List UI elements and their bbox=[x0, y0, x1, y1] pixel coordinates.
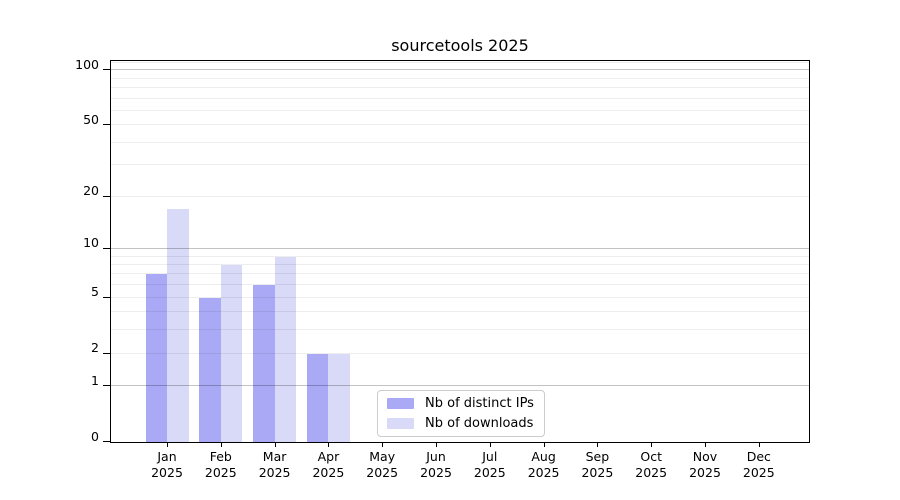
x-tick-label-apr: Apr 2025 bbox=[312, 449, 345, 480]
chart-title: sourcetools 2025 bbox=[391, 36, 529, 55]
gridline-30 bbox=[111, 164, 809, 166]
y-tick-mark-10 bbox=[103, 247, 110, 249]
x-tick-label-aug: Aug 2025 bbox=[527, 449, 560, 480]
gridline-2 bbox=[111, 352, 809, 354]
legend: Nb of distinct IPs Nb of downloads bbox=[377, 390, 545, 437]
ticks-layer: 0 1 2 5 10 20 50 100 Jan 2025 Feb 2025 Mar 2025 Apr 202… bbox=[75, 58, 809, 480]
gridline-60 bbox=[111, 109, 809, 111]
bar-downloads-mar bbox=[274, 256, 297, 442]
y-tick-mark-1 bbox=[103, 385, 110, 387]
x-tick-mark-nov bbox=[705, 442, 706, 447]
x-tick-label-jul: Jul 2025 bbox=[473, 449, 506, 480]
y-tick-label-0: 0 bbox=[91, 428, 99, 444]
x-tick-label-feb: Feb 2025 bbox=[204, 449, 237, 480]
x-tick-label-oct: Oct 2025 bbox=[635, 449, 668, 480]
legend-item-distinct-ips: Nb of distinct IPs bbox=[387, 396, 535, 412]
gridline-1 bbox=[111, 385, 809, 387]
gridline-20 bbox=[111, 195, 809, 197]
x-tick-label-nov: Nov 2025 bbox=[689, 449, 721, 480]
gridline-80 bbox=[111, 86, 809, 88]
gridline-110 bbox=[111, 61, 809, 63]
x-tick-mark-sep bbox=[597, 442, 599, 447]
bar-distinct-ips-jan bbox=[145, 274, 167, 442]
y-tick-mark-20 bbox=[103, 195, 110, 197]
bar-downloads-feb bbox=[220, 264, 243, 442]
y-tick-mark-2 bbox=[103, 352, 110, 354]
x-tick-label-may: May 2025 bbox=[366, 449, 399, 480]
plot-area: 0 1 2 5 10 20 50 100 Jan 2025 Feb 2025 Mar 2025 Apr 202… bbox=[75, 58, 810, 480]
y-tick-mark-5 bbox=[103, 296, 110, 298]
gridline-50 bbox=[111, 124, 809, 126]
gridline-6 bbox=[111, 284, 809, 286]
gridline-9 bbox=[111, 255, 809, 257]
x-tick-mark-dec bbox=[758, 442, 760, 447]
x-tick-mark-oct bbox=[651, 442, 653, 447]
y-tick-mark-50 bbox=[103, 124, 110, 126]
y-tick-label-5: 5 bbox=[91, 284, 99, 300]
legend-label-distinct-ips: Nb of distinct IPs bbox=[425, 396, 534, 411]
y-tick-label-20: 20 bbox=[83, 183, 99, 199]
bars-layer bbox=[111, 61, 809, 442]
bar-downloads-jan bbox=[167, 209, 189, 442]
y-tick-label-1: 1 bbox=[91, 372, 99, 388]
legend-swatch-distinct-ips bbox=[387, 398, 414, 409]
bar-distinct-ips-feb bbox=[199, 297, 221, 442]
gridline-100 bbox=[111, 69, 809, 71]
x-tick-label-mar: Mar 2025 bbox=[258, 449, 291, 480]
gridline-7 bbox=[111, 273, 809, 275]
x-tick-mark-feb bbox=[220, 442, 222, 447]
legend-item-downloads: Nb of downloads bbox=[387, 416, 535, 432]
y-tick-label-50: 50 bbox=[83, 111, 99, 127]
gridline-3 bbox=[111, 329, 809, 331]
x-tick-mark-jan bbox=[167, 442, 168, 447]
gridline-90 bbox=[111, 77, 809, 79]
bar-distinct-ips-mar bbox=[253, 285, 275, 442]
y-tick-label-100: 100 bbox=[75, 56, 99, 72]
bar-downloads-apr bbox=[328, 353, 350, 442]
x-tick-mark-jul bbox=[489, 442, 491, 447]
legend-swatch-downloads bbox=[387, 418, 414, 429]
gridline-70 bbox=[111, 97, 809, 99]
x-tick-label-jan: Jan 2025 bbox=[151, 449, 183, 480]
gridline-4 bbox=[111, 311, 809, 313]
gridline-5 bbox=[111, 296, 809, 298]
gridline-10 bbox=[111, 247, 809, 249]
x-tick-label-sep: Sep 2025 bbox=[581, 449, 614, 480]
gridline-40 bbox=[111, 141, 809, 143]
x-tick-label-dec: Dec 2025 bbox=[742, 449, 775, 480]
x-tick-mark-apr bbox=[328, 442, 330, 447]
y-tick-label-10: 10 bbox=[83, 235, 99, 251]
bar-distinct-ips-apr bbox=[306, 353, 329, 442]
x-tick-mark-aug bbox=[543, 442, 545, 447]
y-tick-mark-100 bbox=[103, 69, 110, 71]
x-tick-mark-jun bbox=[436, 442, 437, 447]
gridline-8 bbox=[111, 263, 809, 265]
x-tick-mark-mar bbox=[274, 442, 276, 447]
y-tick-mark-0 bbox=[103, 441, 110, 442]
x-tick-label-jun: Jun 2025 bbox=[420, 449, 452, 480]
grid-layer bbox=[111, 61, 809, 442]
legend-label-downloads: Nb of downloads bbox=[425, 416, 534, 431]
x-tick-mark-may bbox=[382, 442, 384, 447]
y-tick-label-2: 2 bbox=[91, 340, 99, 355]
